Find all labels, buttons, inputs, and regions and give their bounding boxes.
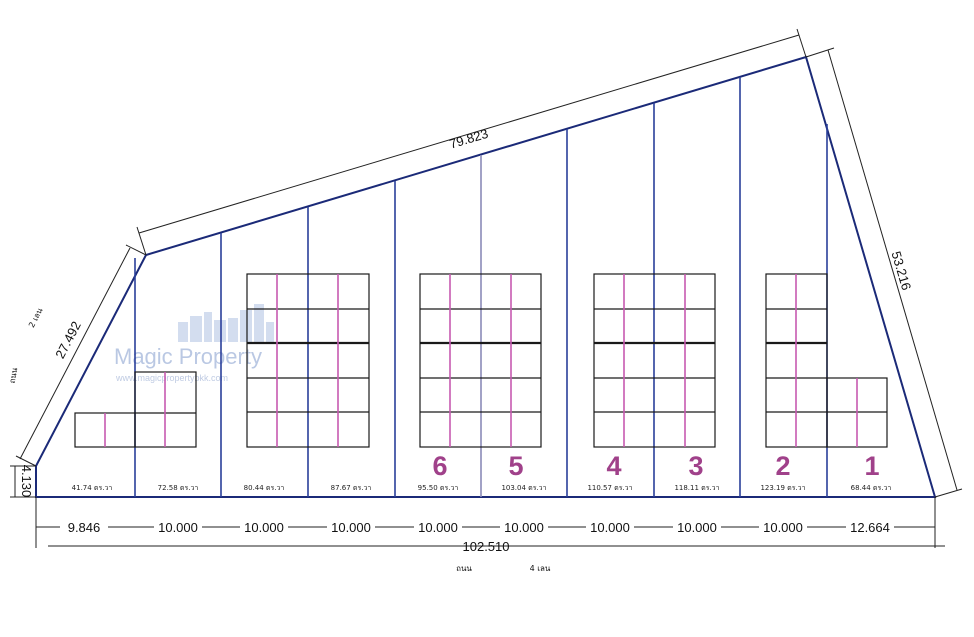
- plot-number: 3: [688, 451, 703, 481]
- plot-area-label: 87.67 ตร.วา: [331, 484, 372, 492]
- dim-left-long: 27.492: [52, 319, 84, 361]
- segment-label-bg: [586, 520, 634, 534]
- segment-length-label: 10.000: [763, 520, 803, 535]
- segment-label-bg: [846, 520, 894, 534]
- segment-label-bg: [500, 520, 548, 534]
- plot-number: 1: [864, 451, 879, 481]
- building-block-d: [765, 273, 888, 448]
- segment-length-label: 10.000: [158, 520, 198, 535]
- building-block-b: [419, 273, 542, 448]
- road-label-left: ถนน: [8, 366, 20, 384]
- segment-labels: 9.846 10.000 10.000 10.000 10.000 10.000 10.00…: [60, 520, 894, 535]
- segment-label-bg: [759, 520, 807, 534]
- plot-number: 4: [606, 451, 621, 481]
- plot-area-label: 123.19 ตร.วา: [760, 484, 805, 492]
- plot-number: 5: [508, 451, 523, 481]
- watermark-url: www.magicpropertybkk.com: [115, 373, 228, 383]
- watermark: Magic Property www.magicpropertybkk.com: [114, 304, 274, 383]
- plot-area-label: 41.74 ตร.วา: [72, 484, 113, 492]
- plot-number: 2: [775, 451, 790, 481]
- dimension-lines: [10, 28, 963, 548]
- segment-label-bg: [673, 520, 721, 534]
- segment-length-label: 10.000: [418, 520, 458, 535]
- dim-bottom-total: 102.510: [463, 539, 510, 554]
- segment-label-bg: [327, 520, 375, 534]
- road-label-bottom-lanes: 4 เลน: [530, 564, 551, 573]
- plot-area-label: 95.50 ตร.วา: [418, 484, 459, 492]
- road-label-bottom: ถนน: [456, 564, 472, 573]
- watermark-brand: Magic Property: [114, 344, 262, 369]
- segment-length-label: 9.846: [68, 520, 101, 535]
- plot-number-labels: 6 5 4 3 2 1: [432, 451, 879, 481]
- segment-length-label: 12.664: [850, 520, 890, 535]
- land-boundary: [35, 55, 937, 498]
- segment-label-bg: [240, 520, 288, 534]
- building-block-c: [593, 273, 716, 448]
- plot-area-label: 118.11 ตร.วา: [674, 484, 719, 492]
- plot-number: 6: [432, 451, 447, 481]
- plot-area-label: 80.44 ตร.วา: [244, 484, 285, 492]
- segment-length-label: 10.000: [331, 520, 371, 535]
- plot-area-label: 68.44 ตร.วา: [851, 484, 892, 492]
- segment-length-label: 10.000: [244, 520, 284, 535]
- road-label-left-lanes: 2 เลน: [27, 306, 45, 329]
- plot-area-label: 103.04 ตร.วา: [501, 484, 546, 492]
- plot-area-label: 110.57 ตร.วา: [587, 484, 632, 492]
- dim-top: 79.823: [448, 126, 490, 152]
- plot-area-labels: 41.74 ตร.วา 72.58 ตร.วา 80.44 ตร.วา 87.67 ต…: [72, 484, 892, 492]
- segment-length-label: 10.000: [677, 520, 717, 535]
- dim-left-short: 4.130: [19, 465, 34, 498]
- segment-label-bg: [414, 520, 462, 534]
- building-footprints: [74, 273, 888, 448]
- plot-area-label: 72.58 ตร.วา: [158, 484, 199, 492]
- segment-label-bg: [154, 520, 202, 534]
- building-block-left: [74, 371, 197, 448]
- watermark-skyline-icon: [178, 304, 274, 342]
- segment-length-label: 10.000: [504, 520, 544, 535]
- segment-label-bg: [60, 520, 108, 534]
- segment-length-label: 10.000: [590, 520, 630, 535]
- building-block-a: [246, 273, 370, 448]
